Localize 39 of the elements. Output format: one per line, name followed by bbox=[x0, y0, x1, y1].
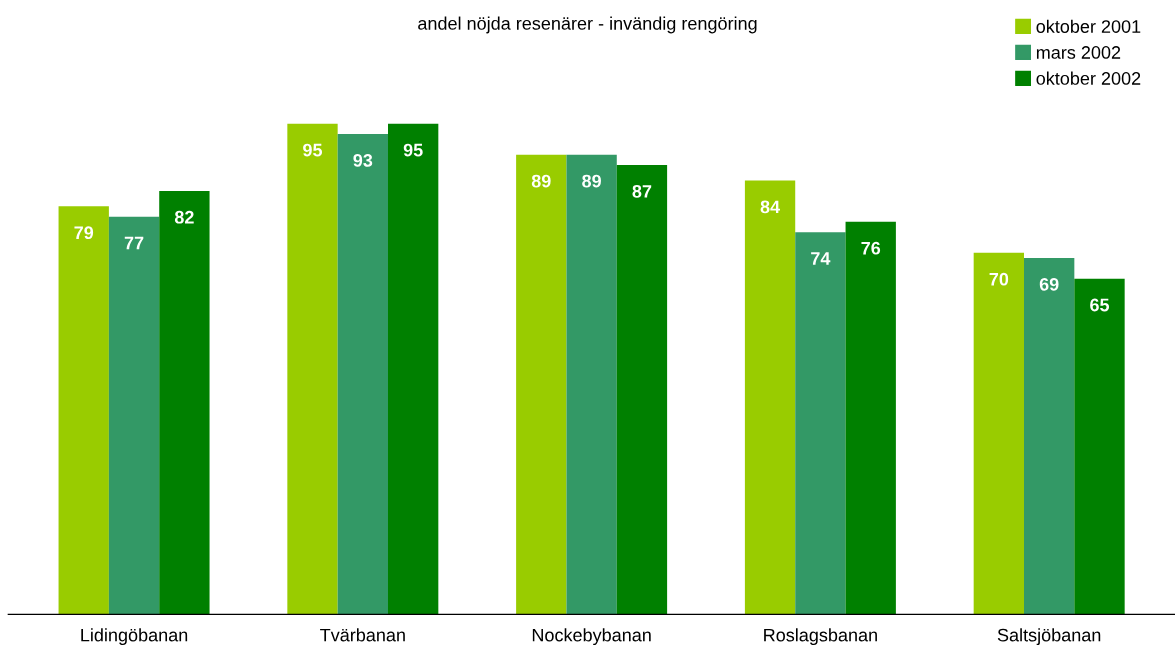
legend-label: oktober 2001 bbox=[1036, 19, 1141, 33]
x-tick-label: Saltsjöbanan bbox=[997, 628, 1101, 646]
data-label: 77 bbox=[124, 236, 144, 250]
bar bbox=[516, 154, 567, 615]
bar bbox=[845, 221, 896, 615]
bar bbox=[616, 165, 668, 615]
bar bbox=[159, 190, 210, 615]
data-label: 74 bbox=[811, 252, 831, 265]
bar bbox=[108, 216, 160, 615]
data-label: 82 bbox=[174, 210, 194, 224]
bar bbox=[566, 154, 617, 615]
bar bbox=[287, 123, 338, 615]
legend-label: oktober 2002 bbox=[1036, 71, 1141, 85]
bar bbox=[388, 123, 439, 615]
bar bbox=[795, 232, 846, 615]
bar bbox=[973, 252, 1025, 615]
data-label: 93 bbox=[353, 154, 373, 167]
bar bbox=[744, 180, 796, 615]
bar bbox=[1024, 258, 1075, 615]
data-label: 84 bbox=[760, 200, 781, 214]
bar bbox=[58, 206, 109, 615]
legend-label: mars 2002 bbox=[1036, 46, 1121, 59]
bar bbox=[1074, 278, 1125, 615]
x-tick-label: Lidingöbanan bbox=[81, 628, 188, 646]
data-label: 76 bbox=[861, 241, 881, 255]
data-label: 87 bbox=[632, 184, 652, 198]
x-tick-label: Nockebybanan bbox=[532, 628, 651, 646]
data-label: 65 bbox=[1090, 298, 1110, 312]
chart-title: andel nöjda resenärer - invändig rengöring bbox=[418, 16, 757, 34]
data-label: 89 bbox=[582, 174, 601, 188]
x-tick-label: Tvärbanan bbox=[320, 628, 405, 642]
data-label: 70 bbox=[989, 272, 1009, 286]
data-label: 69 bbox=[1039, 277, 1059, 291]
data-label: 95 bbox=[303, 143, 323, 157]
data-label: 89 bbox=[531, 174, 551, 188]
x-tick-label: Roslagsbanan bbox=[764, 628, 877, 646]
data-label: 95 bbox=[403, 143, 423, 157]
data-label: 79 bbox=[74, 226, 94, 240]
bar bbox=[337, 134, 388, 615]
